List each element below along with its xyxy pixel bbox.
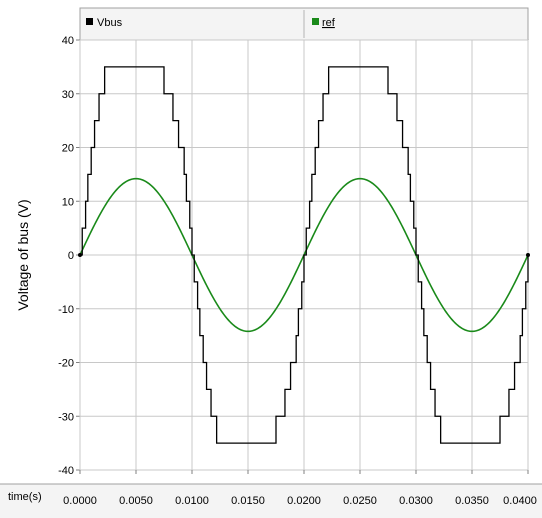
x-tick-label: 0.0350: [455, 495, 489, 507]
x-tick-label: 0.0250: [343, 495, 377, 507]
legend-label-ref: ref: [322, 17, 336, 29]
x-tick-label: 0.0200: [287, 495, 321, 507]
series-marker-end: [526, 253, 530, 257]
x-tick-label: 0.0150: [231, 495, 265, 507]
y-tick-label: -10: [58, 304, 74, 316]
x-tick-label: 0.0050: [119, 495, 153, 507]
y-tick-label: -30: [58, 411, 74, 423]
series-line-vbus: [80, 66, 529, 444]
x-tick-label: 0.0300: [399, 495, 433, 507]
x-tick-label: 0.0000: [63, 495, 97, 507]
y-tick-label: -40: [58, 465, 74, 477]
legend-swatch-vbus: [86, 18, 93, 25]
grid-lines: [76, 39, 529, 474]
x-tick-label: 0.0400: [503, 495, 537, 507]
y-tick-label: 0: [68, 250, 74, 262]
y-tick-label: 40: [62, 35, 74, 47]
y-tick-label: 30: [62, 89, 74, 101]
legend-swatch-ref: [312, 18, 319, 25]
y-tick-label: 10: [62, 196, 74, 208]
y-tick-label: 20: [62, 143, 74, 155]
x-axis-label: time(s): [8, 491, 42, 503]
series-lines: [78, 66, 530, 444]
y-tick-labels: 40 30 20 10 0 -10 -20 -30 -40: [58, 35, 74, 477]
x-tick-label: 0.0100: [175, 495, 209, 507]
legend-label-vbus: Vbus: [97, 17, 123, 29]
y-tick-label: -20: [58, 358, 74, 370]
series-marker-start: [78, 253, 82, 257]
x-tick-labels: 0.0000 0.0050 0.0100 0.0150 0.0200 0.0250 0.03…: [63, 495, 537, 507]
y-axis-label: Voltage of bus (V): [15, 199, 31, 310]
x-axis-bar: [0, 484, 542, 518]
